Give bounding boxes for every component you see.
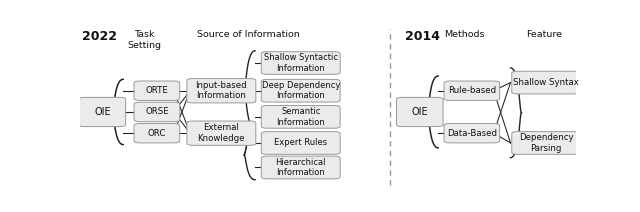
Text: Data-Based: Data-Based	[447, 129, 497, 138]
Text: 2022: 2022	[83, 30, 118, 43]
FancyBboxPatch shape	[187, 121, 256, 145]
Text: ORSE: ORSE	[145, 107, 169, 116]
Text: Semantic
Information: Semantic Information	[276, 107, 325, 127]
Text: ORTE: ORTE	[145, 86, 168, 95]
Text: OIE: OIE	[94, 107, 111, 117]
Text: Expert Rules: Expert Rules	[274, 138, 327, 148]
Text: Shallow Syntactic
Information: Shallow Syntactic Information	[264, 53, 338, 73]
Text: Dependency
Parsing: Dependency Parsing	[519, 133, 573, 153]
FancyBboxPatch shape	[261, 79, 340, 102]
Text: Deep Dependency
Information: Deep Dependency Information	[262, 81, 340, 100]
FancyBboxPatch shape	[261, 52, 340, 74]
FancyBboxPatch shape	[187, 79, 256, 103]
FancyBboxPatch shape	[79, 97, 125, 127]
FancyBboxPatch shape	[134, 102, 180, 122]
Text: 2014: 2014	[405, 30, 440, 43]
FancyBboxPatch shape	[512, 132, 580, 154]
Text: Hierarchical
Information: Hierarchical Information	[275, 158, 326, 177]
FancyBboxPatch shape	[134, 123, 180, 143]
FancyBboxPatch shape	[444, 123, 500, 143]
Text: External
Knowledge: External Knowledge	[198, 123, 245, 143]
FancyBboxPatch shape	[261, 156, 340, 179]
FancyBboxPatch shape	[512, 71, 580, 94]
Text: Feature: Feature	[526, 30, 562, 39]
FancyBboxPatch shape	[261, 106, 340, 128]
FancyBboxPatch shape	[444, 81, 500, 100]
Text: Source of Information: Source of Information	[197, 30, 300, 39]
Text: Methods: Methods	[444, 30, 484, 39]
Text: Rule-based: Rule-based	[448, 86, 496, 95]
FancyBboxPatch shape	[396, 97, 443, 127]
Text: Task
Setting: Task Setting	[127, 30, 161, 50]
Text: OIE: OIE	[412, 107, 428, 117]
Text: Shallow Syntax: Shallow Syntax	[513, 78, 579, 87]
FancyBboxPatch shape	[134, 81, 180, 100]
Text: Input-based
Information: Input-based Information	[196, 81, 247, 100]
Text: ORC: ORC	[148, 129, 166, 138]
FancyBboxPatch shape	[261, 132, 340, 154]
